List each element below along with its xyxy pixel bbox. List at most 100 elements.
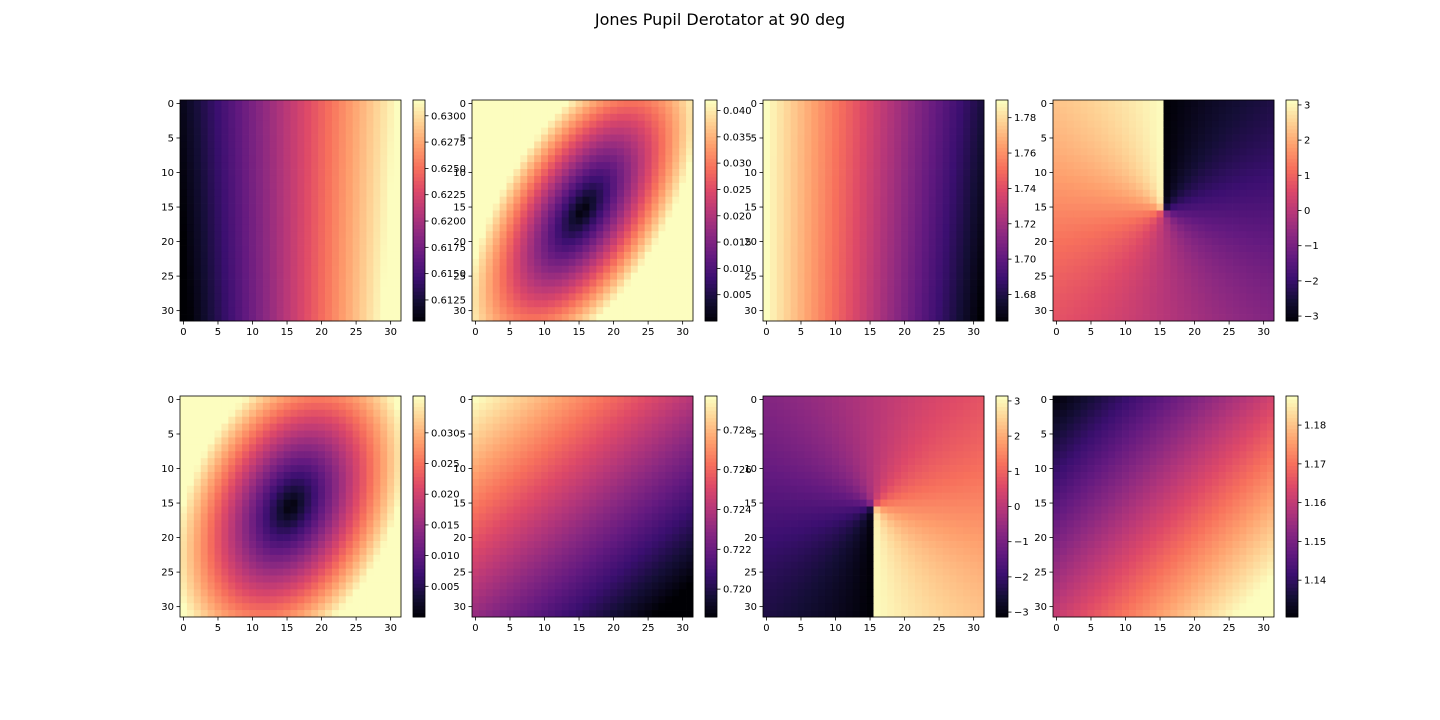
heatmap-cell: [935, 169, 943, 177]
heatmap-cell: [832, 148, 840, 156]
heatmap-cell: [1225, 238, 1233, 246]
heatmap-cell: [492, 286, 500, 294]
heatmap-cell: [1184, 245, 1192, 253]
heatmap-cell: [235, 251, 243, 260]
heatmap-cell: [269, 182, 278, 191]
heatmap-cell: [492, 272, 500, 280]
heatmap-cell: [568, 293, 576, 301]
heatmap-cell: [249, 251, 257, 260]
heatmap-cell: [811, 314, 819, 322]
colorbar-segment: [705, 225, 717, 230]
heatmap-cell: [499, 113, 507, 122]
heatmap-cell: [325, 210, 333, 218]
heatmap-cell: [318, 265, 326, 274]
heatmap-cell: [977, 196, 985, 204]
heatmap-cell: [207, 286, 215, 294]
heatmap-cell: [269, 451, 278, 459]
heatmap-cell: [1135, 217, 1144, 225]
heatmap-cell: [180, 416, 188, 424]
heatmap-cell: [283, 485, 291, 494]
heatmap-cell: [783, 100, 791, 108]
heatmap-cell: [818, 245, 826, 253]
heatmap-cell: [1253, 231, 1261, 239]
heatmap-cell: [478, 182, 487, 191]
heatmap-cell: [283, 238, 291, 246]
heatmap-cell: [818, 175, 826, 184]
heatmap-cell: [1191, 217, 1199, 225]
heatmap-cell: [499, 141, 507, 149]
heatmap-cell: [623, 307, 632, 315]
heatmap-cell: [547, 113, 556, 122]
heatmap-cell: [1253, 279, 1261, 287]
heatmap-cell: [304, 231, 312, 239]
heatmap-cell: [644, 217, 652, 225]
heatmap-cell: [783, 293, 791, 301]
heatmap-cell: [331, 203, 340, 211]
heatmap-cell: [790, 120, 798, 128]
heatmap-cell: [541, 245, 549, 253]
heatmap-cell: [651, 182, 659, 191]
colorbar-segment: [996, 228, 1008, 233]
heatmap-cell: [790, 238, 798, 246]
heatmap-cell: [1239, 162, 1247, 170]
heatmap-cell: [304, 251, 312, 260]
heatmap-cell: [811, 155, 819, 163]
heatmap-cell: [568, 106, 576, 115]
heatmap-cell: [380, 100, 388, 108]
heatmap-cell: [478, 100, 487, 108]
heatmap-cell: [769, 169, 778, 177]
heatmap-cell: [630, 100, 639, 108]
heatmap-cell: [506, 100, 514, 108]
heatmap-cell: [290, 300, 298, 308]
heatmap-cell: [1066, 113, 1075, 122]
heatmap-cell: [1059, 141, 1068, 149]
heatmap-cell: [644, 182, 652, 191]
heatmap-cell: [790, 224, 798, 232]
heatmap-cell: [977, 224, 985, 232]
heatmap-cell: [1267, 231, 1275, 239]
heatmap-cell: [1218, 189, 1227, 198]
heatmap-cell: [623, 314, 632, 322]
heatmap-cell: [262, 127, 271, 135]
heatmap-cell: [1156, 127, 1164, 135]
heatmap-cell: [331, 286, 340, 294]
heatmap-cell: [575, 175, 583, 184]
heatmap-cell: [1239, 265, 1247, 274]
colorbar-segment: [996, 177, 1008, 182]
heatmap-cell: [200, 258, 208, 267]
heatmap-cell: [790, 245, 798, 253]
heatmap-cell: [1253, 141, 1261, 149]
heatmap-cell: [644, 251, 652, 260]
heatmap-cell: [589, 169, 597, 177]
heatmap-cell: [311, 416, 319, 424]
heatmap-cell: [262, 245, 271, 253]
heatmap-cell: [359, 402, 367, 411]
heatmap-cell: [304, 307, 312, 315]
colorbar-segment: [413, 221, 425, 226]
heatmap-cell: [1101, 162, 1109, 170]
heatmap-cell: [603, 238, 611, 246]
heatmap-cell: [520, 293, 528, 301]
heatmap-cell: [534, 251, 542, 260]
heatmap-cell: [970, 279, 978, 287]
heatmap-cell: [311, 113, 319, 122]
heatmap-cell: [506, 217, 514, 225]
heatmap-cell: [617, 120, 625, 128]
heatmap-cell: [1149, 106, 1157, 115]
heatmap-cell: [617, 238, 625, 246]
heatmap-cell: [935, 279, 943, 287]
colorbar-segment: [705, 184, 717, 189]
heatmap-cell: [269, 437, 278, 445]
heatmap-cell: [1073, 127, 1081, 135]
heatmap-cell: [776, 279, 785, 287]
heatmap-cell: [582, 196, 590, 204]
heatmap-cell: [1128, 100, 1137, 108]
heatmap-cell: [547, 100, 556, 108]
heatmap-cell: [1170, 217, 1178, 225]
heatmap-cell: [200, 210, 208, 218]
heatmap-cell: [1080, 127, 1088, 135]
heatmap-cell: [387, 162, 395, 170]
colorbar-segment: [413, 162, 425, 167]
heatmap-cell: [297, 471, 305, 480]
heatmap-cell: [845, 182, 854, 191]
